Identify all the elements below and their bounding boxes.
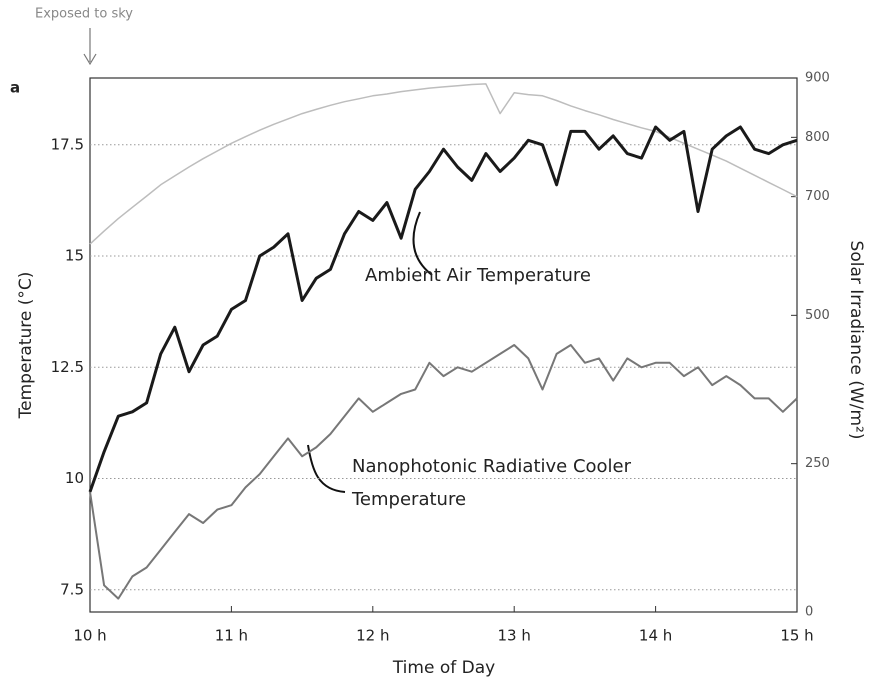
x-tick-label: 11 h <box>215 627 248 645</box>
y2-tick-label: 800 <box>805 130 830 145</box>
ambient-pointer <box>412 211 433 276</box>
y-tick-label: 12.5 <box>51 358 84 376</box>
x-axis-title: Time of Day <box>392 658 495 678</box>
annotation: Ambient Air Temperature <box>365 265 591 286</box>
y2-axis-title: Solar Irradiance (W/m²) <box>846 241 866 440</box>
y2-tick-label: 700 <box>805 189 830 204</box>
x-tick-label: 12 h <box>356 627 389 645</box>
series-line <box>89 83 798 245</box>
x-tick-label: 10 h <box>73 627 106 645</box>
y-axis-title: Temperature (°C) <box>16 272 36 420</box>
y-tick-label: 15 <box>65 247 84 265</box>
y2-tick-label: 900 <box>805 71 830 86</box>
series-line <box>88 125 798 493</box>
x-tick-label: 15 h <box>780 627 813 645</box>
exposed-arrow <box>83 28 97 66</box>
x-tick-label: 14 h <box>639 627 672 645</box>
annotation: Temperature <box>351 489 466 510</box>
annotation: a <box>10 79 20 97</box>
y-tick-label: 7.5 <box>60 580 84 598</box>
y2-tick-label: 250 <box>805 456 830 471</box>
y2-tick-label: 500 <box>805 308 830 323</box>
annotation: Nanophotonic Radiative Cooler <box>352 456 632 477</box>
x-tick-label: 13 h <box>498 627 531 645</box>
y-tick-label: 17.5 <box>51 135 84 153</box>
y-tick-label: 10 <box>65 469 84 487</box>
series-line <box>89 344 798 600</box>
cooler-pointer <box>307 444 346 493</box>
plot-frame <box>89 77 798 613</box>
annotation: Exposed to sky <box>35 7 133 22</box>
y2-tick-label: 0 <box>805 605 813 620</box>
